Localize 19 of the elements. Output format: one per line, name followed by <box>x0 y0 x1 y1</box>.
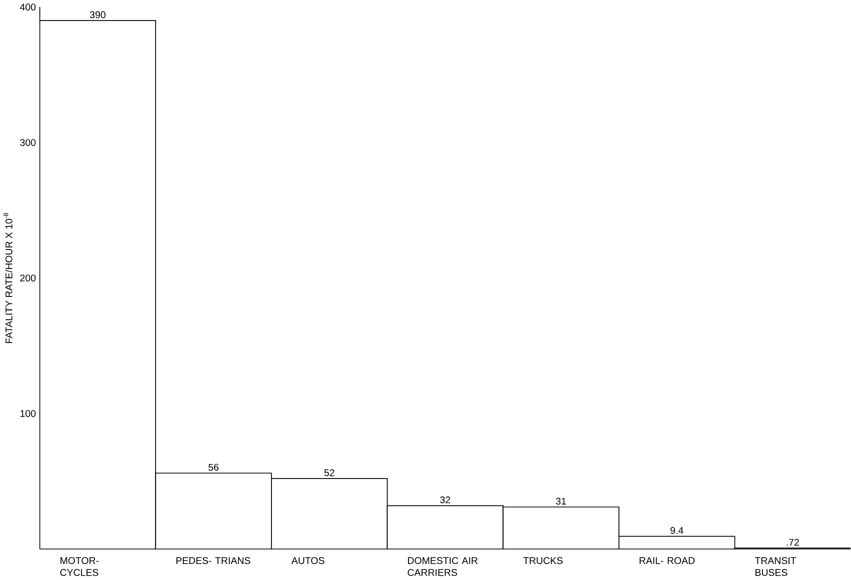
x-tick-label: TRANSIT BUSES <box>754 557 796 576</box>
y-axis-title: FATALITY RATE/HOUR X 10$^{-8}$ <box>4 213 12 344</box>
x-tick-label: RAIL- ROAD <box>640 557 695 564</box>
x-tick-label: TRUCKS <box>523 557 563 564</box>
x-tick-label: PEDES- TRIANS <box>176 557 250 564</box>
x-tick-label: AUTOS <box>291 557 324 564</box>
data-label: 31 <box>556 498 566 505</box>
data-label: 9.4 <box>670 527 684 534</box>
data-label: .72 <box>786 539 799 546</box>
y-tick-label: 100 <box>20 410 36 418</box>
y-tick-label: 200 <box>20 274 36 282</box>
x-tick-label: DOMESTIC AIR CARRIERS <box>408 557 478 576</box>
x-tick-label: MOTOR- CYCLES <box>60 557 99 576</box>
data-label: 52 <box>324 470 334 476</box>
data-label: 390 <box>90 12 106 18</box>
data-label: 32 <box>440 496 450 504</box>
y-tick-label: 400 <box>20 4 36 11</box>
y-tick-label: 300 <box>20 139 36 146</box>
data-label: 56 <box>208 464 219 471</box>
